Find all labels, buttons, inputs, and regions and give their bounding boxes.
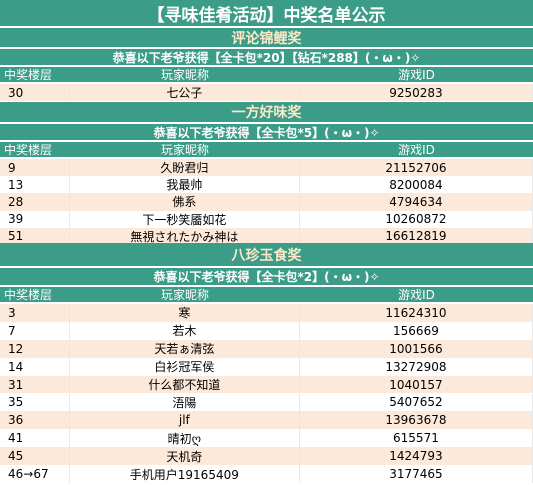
game-id-cell: 10260872 <box>300 210 533 228</box>
page-title: 【寻味佳肴活动】中奖名单公示 <box>0 0 533 27</box>
floor-cell: 9 <box>0 159 70 177</box>
nickname-cell: 什么都不知道 <box>70 375 300 394</box>
table-row[interactable]: 31 什么都不知道 1040157 <box>0 375 533 394</box>
prize-description: 恭喜以下老爷获得【全卡包*2】(・ω・)✧ <box>0 268 533 286</box>
game-id-cell: 3177465 <box>300 465 533 483</box>
game-id-cell: 13963678 <box>300 411 533 430</box>
nickname-cell: 若木 <box>70 321 300 340</box>
table-row[interactable]: 30 七公子 9250283 <box>0 84 533 101</box>
nickname-cell: 久盼君归 <box>70 159 300 177</box>
game-id-cell: 156669 <box>300 321 533 340</box>
column-header-row: 中奖楼层 玩家昵称 游戏ID <box>0 67 533 83</box>
table-row[interactable]: 36 jlf 13963678 <box>0 411 533 430</box>
game-id-cell: 4794634 <box>300 193 533 211</box>
table-row[interactable]: 9 久盼君归 21152706 <box>0 159 533 177</box>
floor-cell: 41 <box>0 429 70 448</box>
nickname-cell: 我最帅 <box>70 176 300 194</box>
column-header-floor: 中奖楼层 <box>4 68 53 82</box>
game-id-cell: 21152706 <box>300 159 533 177</box>
nickname-cell: 手机用户19165409 <box>70 465 300 483</box>
floor-cell: 12 <box>0 339 70 358</box>
nickname-cell: 天机奇 <box>70 447 300 466</box>
prize-description: 恭喜以下老爷获得【全卡包*5】(・ω・)✧ <box>0 124 533 141</box>
table-row[interactable]: 14 白衫冠军侯 13272908 <box>0 357 533 376</box>
table-row[interactable]: 39 下一秒笑靥如花 10260872 <box>0 210 533 228</box>
nickname-cell: jlf <box>70 411 300 430</box>
table-row[interactable]: 13 我最帅 8200084 <box>0 176 533 194</box>
section-title: 评论锦鲤奖 <box>0 28 533 48</box>
nickname-cell: 下一秒笑靥如花 <box>70 210 300 228</box>
game-id-cell: 1424793 <box>300 447 533 466</box>
game-id-cell: 13272908 <box>300 357 533 376</box>
column-header-row: 中奖楼层 玩家昵称 游戏ID <box>0 142 533 158</box>
nickname-cell: 七公子 <box>70 84 300 101</box>
nickname-cell: 天若ぁ清弦 <box>70 339 300 358</box>
floor-cell: 13 <box>0 176 70 194</box>
nickname-cell: 佛系 <box>70 193 300 211</box>
table-row[interactable]: 46→67 手机用户19165409 3177465 <box>0 465 533 483</box>
nickname-cell: 浯陽 <box>70 393 300 412</box>
floor-cell: 39 <box>0 210 70 228</box>
nickname-cell: 白衫冠军侯 <box>70 357 300 376</box>
floor-cell: 36 <box>0 411 70 430</box>
game-id-cell: 16612819 <box>300 227 533 245</box>
floor-cell: 31 <box>0 375 70 394</box>
game-id-cell: 615571 <box>300 429 533 448</box>
game-id-cell: 9250283 <box>300 84 533 101</box>
floor-cell: 3 <box>0 304 70 322</box>
floor-cell: 14 <box>0 357 70 376</box>
floor-cell: 28 <box>0 193 70 211</box>
column-header-nickname: 玩家昵称 <box>160 68 209 82</box>
table-row[interactable]: 28 佛系 4794634 <box>0 193 533 211</box>
column-header-game-id: 游戏ID <box>398 68 435 82</box>
section-title: 八珍玉食奖 <box>0 243 533 267</box>
column-header-game-id: 游戏ID <box>398 288 435 302</box>
column-header-nickname: 玩家昵称 <box>160 288 209 302</box>
table-row[interactable]: 7 若木 156669 <box>0 321 533 340</box>
table-row[interactable]: 12 天若ぁ清弦 1001566 <box>0 339 533 358</box>
column-header-game-id: 游戏ID <box>398 143 435 157</box>
nickname-cell: 寒 <box>70 304 300 322</box>
game-id-cell: 1040157 <box>300 375 533 394</box>
floor-cell: 7 <box>0 321 70 340</box>
floor-cell: 30 <box>0 84 70 101</box>
floor-cell: 51 <box>0 227 70 245</box>
table-row[interactable]: 3 寒 11624310 <box>0 304 533 322</box>
game-id-cell: 11624310 <box>300 304 533 322</box>
nickname-cell: 晴初ღ <box>70 429 300 448</box>
column-header-floor: 中奖楼层 <box>4 143 53 157</box>
game-id-cell: 1001566 <box>300 339 533 358</box>
floor-cell: 46→67 <box>0 465 70 483</box>
prize-description: 恭喜以下老爷获得【全卡包*20】【钻石*288】(・ω・)✧ <box>0 49 533 66</box>
floor-cell: 35 <box>0 393 70 412</box>
section-title: 一方好味奖 <box>0 102 533 123</box>
column-header-floor: 中奖楼层 <box>4 288 53 302</box>
floor-cell: 45 <box>0 447 70 466</box>
column-header-row: 中奖楼层 玩家昵称 游戏ID <box>0 287 533 303</box>
table-row[interactable]: 41 晴初ღ 615571 <box>0 429 533 448</box>
game-id-cell: 5407652 <box>300 393 533 412</box>
game-id-cell: 8200084 <box>300 176 533 194</box>
column-header-nickname: 玩家昵称 <box>160 143 209 157</box>
table-row[interactable]: 51 無視されたかみ神は 16612819 <box>0 227 533 245</box>
table-row[interactable]: 35 浯陽 5407652 <box>0 393 533 412</box>
table-row[interactable]: 45 天机奇 1424793 <box>0 447 533 466</box>
nickname-cell: 無視されたかみ神は <box>70 227 300 245</box>
